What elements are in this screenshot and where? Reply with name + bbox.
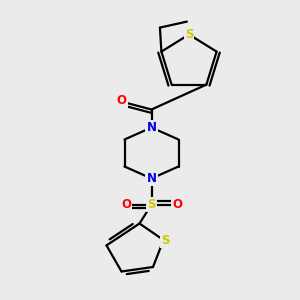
Text: N: N [146,172,157,185]
Text: S: S [147,198,156,211]
Text: O: O [116,94,127,107]
Text: N: N [146,121,157,134]
Text: S: S [161,233,169,247]
Text: S: S [185,28,193,41]
Text: O: O [172,198,182,211]
Text: O: O [121,198,131,211]
